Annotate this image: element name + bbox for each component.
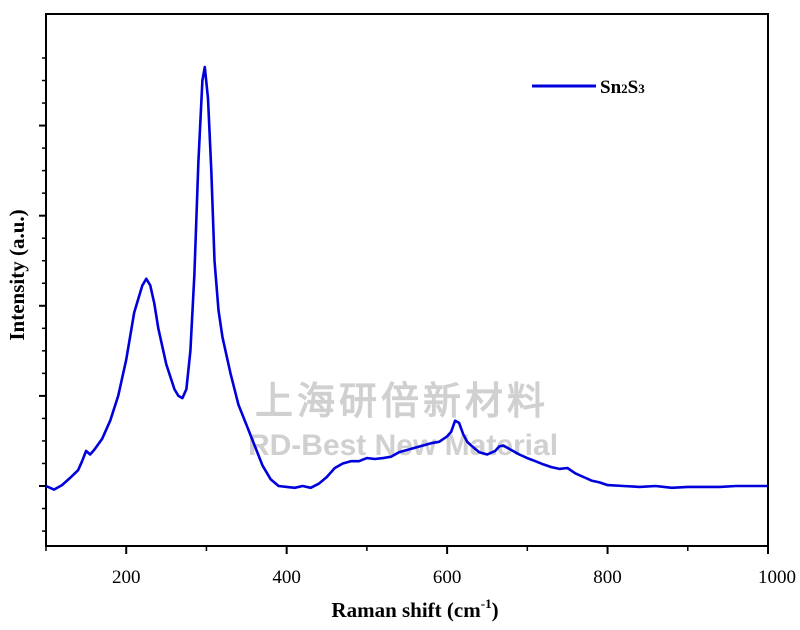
x-tick-label: 600 (433, 567, 462, 588)
legend: Sn2S3 (532, 77, 645, 98)
x-tick-label: 800 (593, 567, 622, 588)
plot-frame (45, 13, 769, 547)
y-axis-title: Intensity (a.u.) (5, 209, 29, 340)
watermark-english: RD-Best New Material (248, 429, 558, 462)
watermark-chinese: 上海研倍新材料 (255, 379, 549, 423)
x-tick-label: 200 (112, 567, 141, 588)
legend-label: Sn2S3 (600, 77, 645, 98)
x-tick-label: 1000 (758, 567, 796, 588)
x-tick-labels: 200 400 600 800 1000 (112, 567, 796, 588)
axis-ticks (39, 57, 769, 554)
series-line-sn2s3 (45, 65, 768, 491)
x-tick-label: 400 (272, 567, 301, 588)
x-axis-title: Raman shift (cm-1) (331, 596, 498, 622)
